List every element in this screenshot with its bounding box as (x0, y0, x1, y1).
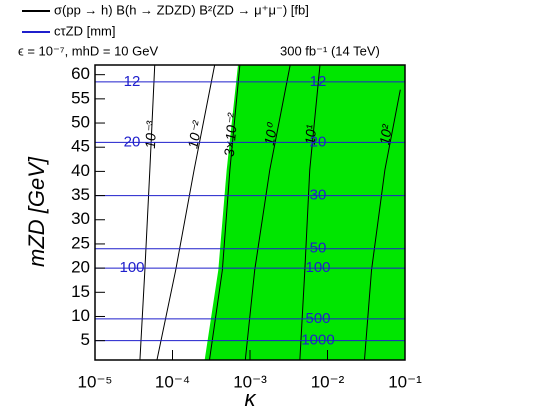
contour-line (299, 64, 321, 361)
x-tick-label: 10⁻¹ (388, 372, 422, 391)
legend-label: cτZD [mm] (54, 23, 115, 38)
contour-line (156, 64, 216, 361)
ctau-label: 20 (310, 133, 327, 150)
contour-label: 10⁻³ (142, 120, 159, 149)
ctau-label: 500 (305, 310, 330, 327)
y-tick-label: 40 (71, 161, 90, 180)
annotation: ϵ = 10⁻⁷, mhD = 10 GeV (18, 43, 158, 58)
contour-label: 10² (376, 122, 395, 146)
contour-line (244, 64, 291, 361)
contour-line (208, 64, 241, 361)
y-tick-label: 20 (71, 258, 90, 277)
y-tick-label: 10 (71, 306, 90, 325)
contour-line (139, 64, 156, 361)
ctau-label: 100 (119, 259, 144, 276)
y-tick-label: 30 (71, 209, 90, 228)
contour-line (363, 89, 401, 361)
contour-label: 10⁻² (184, 118, 205, 149)
legend-label: σ(pp → h) B(h → ZDZD) B²(ZD → μ⁺μ⁻) [fb] (54, 2, 309, 17)
contour-label: 3×10⁻² (221, 111, 241, 157)
ctau-label: 12 (310, 73, 327, 90)
excluded-region (204, 65, 405, 360)
contour-label: 10⁰ (261, 121, 281, 147)
y-tick-label: 35 (71, 185, 90, 204)
ctau-label: 30 (310, 187, 327, 204)
y-tick-label: 25 (71, 233, 90, 252)
y-tick-label: 5 (81, 330, 90, 349)
contour-label: 10¹ (302, 124, 319, 146)
x-tick-label: 10⁻² (311, 372, 345, 391)
ctau-label: 100 (305, 259, 330, 276)
y-tick-label: 50 (71, 113, 90, 132)
y-tick-label: 15 (71, 282, 90, 301)
annotation: 300 fb⁻¹ (14 TeV) (280, 43, 380, 58)
ctau-label: 1000 (301, 332, 334, 349)
ctau-label: 20 (124, 133, 141, 150)
y-axis-label: mZD [GeV] (24, 156, 49, 267)
y-tick-label: 60 (71, 64, 90, 83)
y-tick-label: 45 (71, 137, 90, 156)
x-tick-label: 10⁻⁴ (155, 372, 190, 391)
ctau-label: 12 (124, 73, 141, 90)
x-axis-label: κ (245, 386, 257, 410)
ctau-label: 50 (310, 240, 327, 257)
x-tick-label: 10⁻⁵ (78, 372, 113, 391)
y-tick-label: 55 (71, 88, 90, 107)
x-tick-label: 10⁻³ (233, 372, 267, 391)
